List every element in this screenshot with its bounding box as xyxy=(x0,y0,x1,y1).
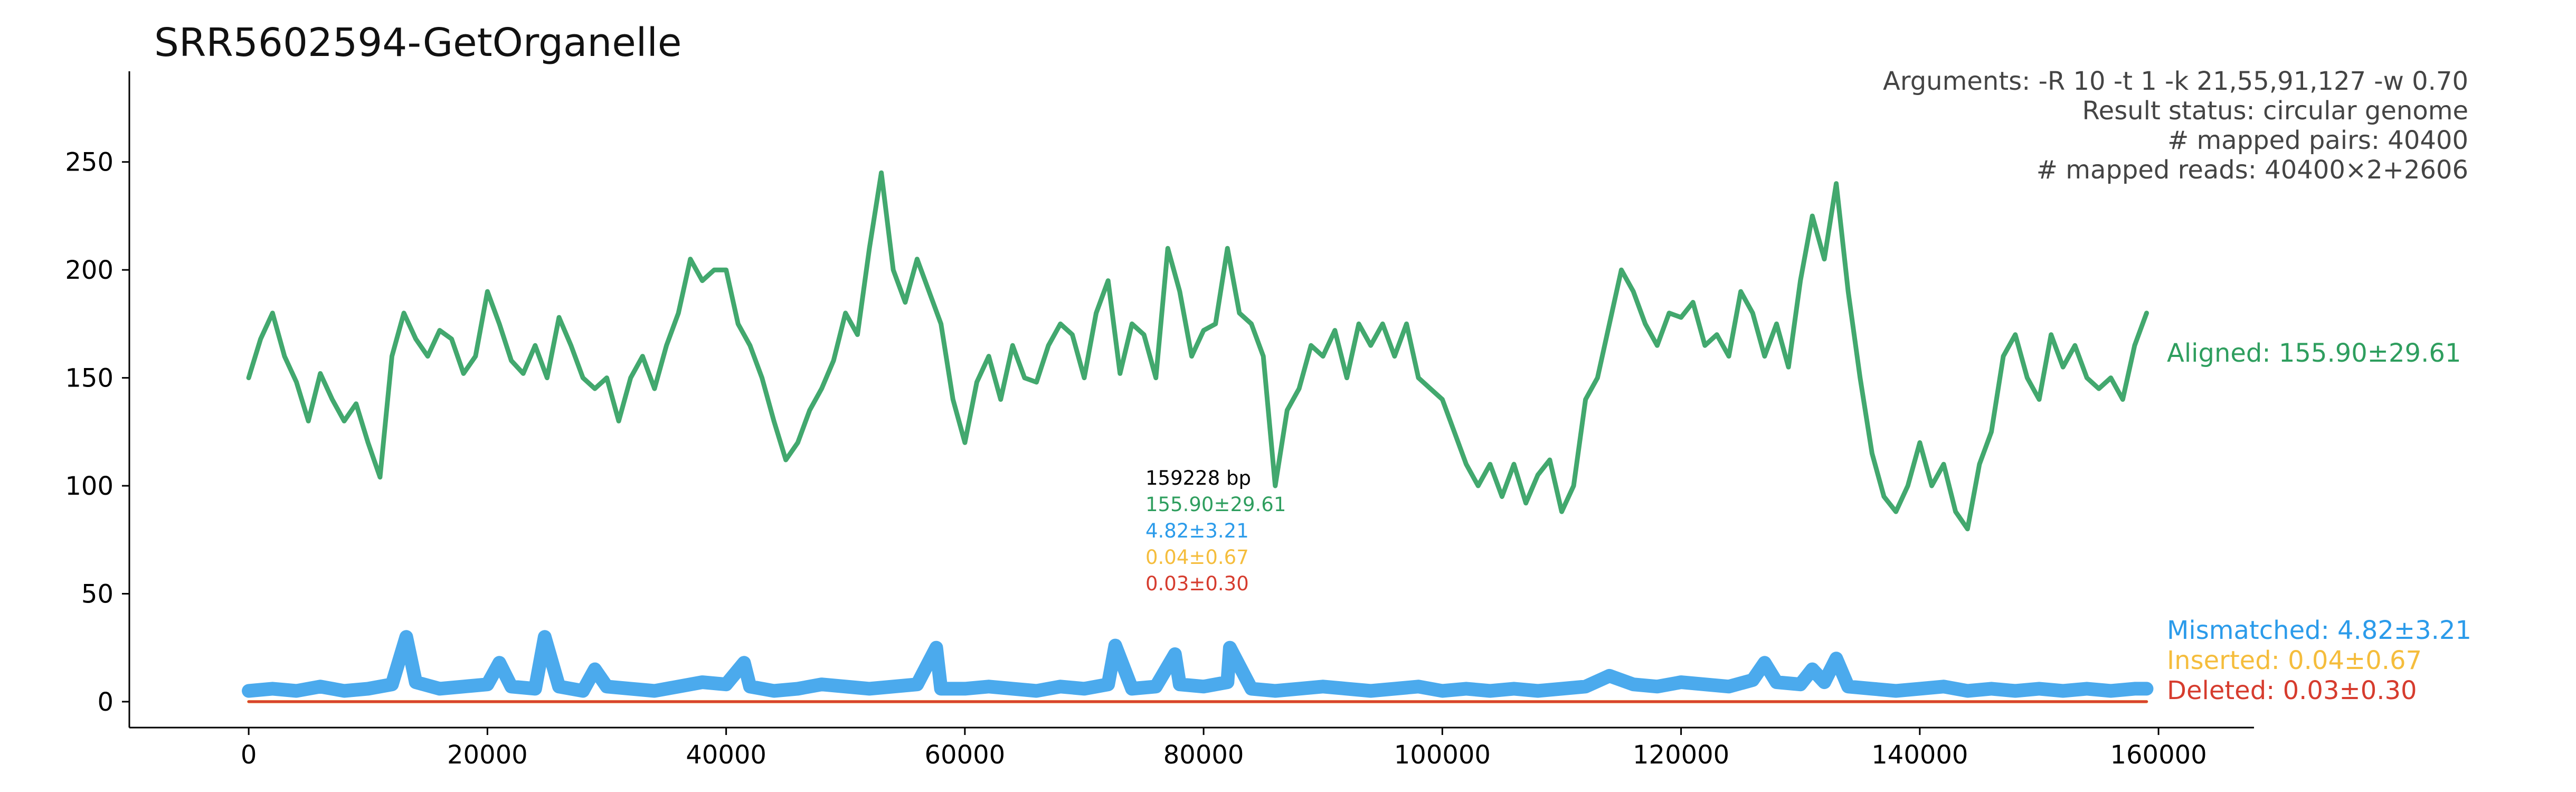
y-tick-label: 0 xyxy=(97,687,113,717)
axes-layer: 0 20000 40000 60000 80000 100000 120000 140000 1… xyxy=(65,71,2254,770)
chart-title: SRR5602594-GetOrganelle xyxy=(154,20,681,65)
summary-inserted: 0.04±0.67 xyxy=(1145,546,1249,569)
x-tick-label: 100000 xyxy=(1394,740,1491,770)
series-label-deleted: Deleted: 0.03±0.30 xyxy=(2167,676,2417,705)
x-tick-label: 140000 xyxy=(1871,740,1968,770)
y-tick-label: 250 xyxy=(65,148,113,177)
x-tick-label: 20000 xyxy=(447,740,528,770)
summary-aligned: 155.90±29.61 xyxy=(1145,493,1286,516)
x-tick-label: 0 xyxy=(241,740,257,770)
info-line-result-status: Result status: circular genome xyxy=(2082,96,2468,126)
x-tick-label: 160000 xyxy=(2110,740,2206,770)
summary-mismatched: 4.82±3.21 xyxy=(1145,520,1249,542)
series-label-aligned: Aligned: 155.90±29.61 xyxy=(2167,338,2461,368)
series-aligned xyxy=(246,170,2149,532)
y-tick-label: 200 xyxy=(65,256,113,285)
x-tick-label: 40000 xyxy=(686,740,766,770)
series-label-mismatched: Mismatched: 4.82±3.21 xyxy=(2167,616,2471,645)
x-tick-label: 120000 xyxy=(1633,740,1729,770)
x-tick-label: 80000 xyxy=(1163,740,1244,770)
series-layer xyxy=(242,170,2154,703)
series-labels: Aligned: 155.90±29.61 Mismatched: 4.82±3.… xyxy=(2167,338,2471,705)
series-label-inserted: Inserted: 0.04±0.67 xyxy=(2167,646,2422,675)
summary-deleted: 0.03±0.30 xyxy=(1145,572,1249,595)
info-line-mapped-pairs: # mapped pairs: 40400 xyxy=(2167,126,2468,155)
series-mismatched xyxy=(242,630,2154,698)
info-line-arguments: Arguments: -R 10 -t 1 -k 21,55,91,127 -w… xyxy=(1883,67,2468,96)
summary-length: 159228 bp xyxy=(1145,467,1251,489)
info-block: Arguments: -R 10 -t 1 -k 21,55,91,127 -w… xyxy=(1883,67,2468,185)
info-line-mapped-reads: # mapped reads: 40400×2+2606 xyxy=(2037,155,2468,185)
y-tick-label: 50 xyxy=(81,579,113,609)
center-summary: 159228 bp 155.90±29.61 4.82±3.21 0.04±0.… xyxy=(1145,467,1286,595)
y-tick-label: 100 xyxy=(65,472,113,501)
y-tick-label: 150 xyxy=(65,364,113,393)
x-tick-label: 60000 xyxy=(925,740,1006,770)
